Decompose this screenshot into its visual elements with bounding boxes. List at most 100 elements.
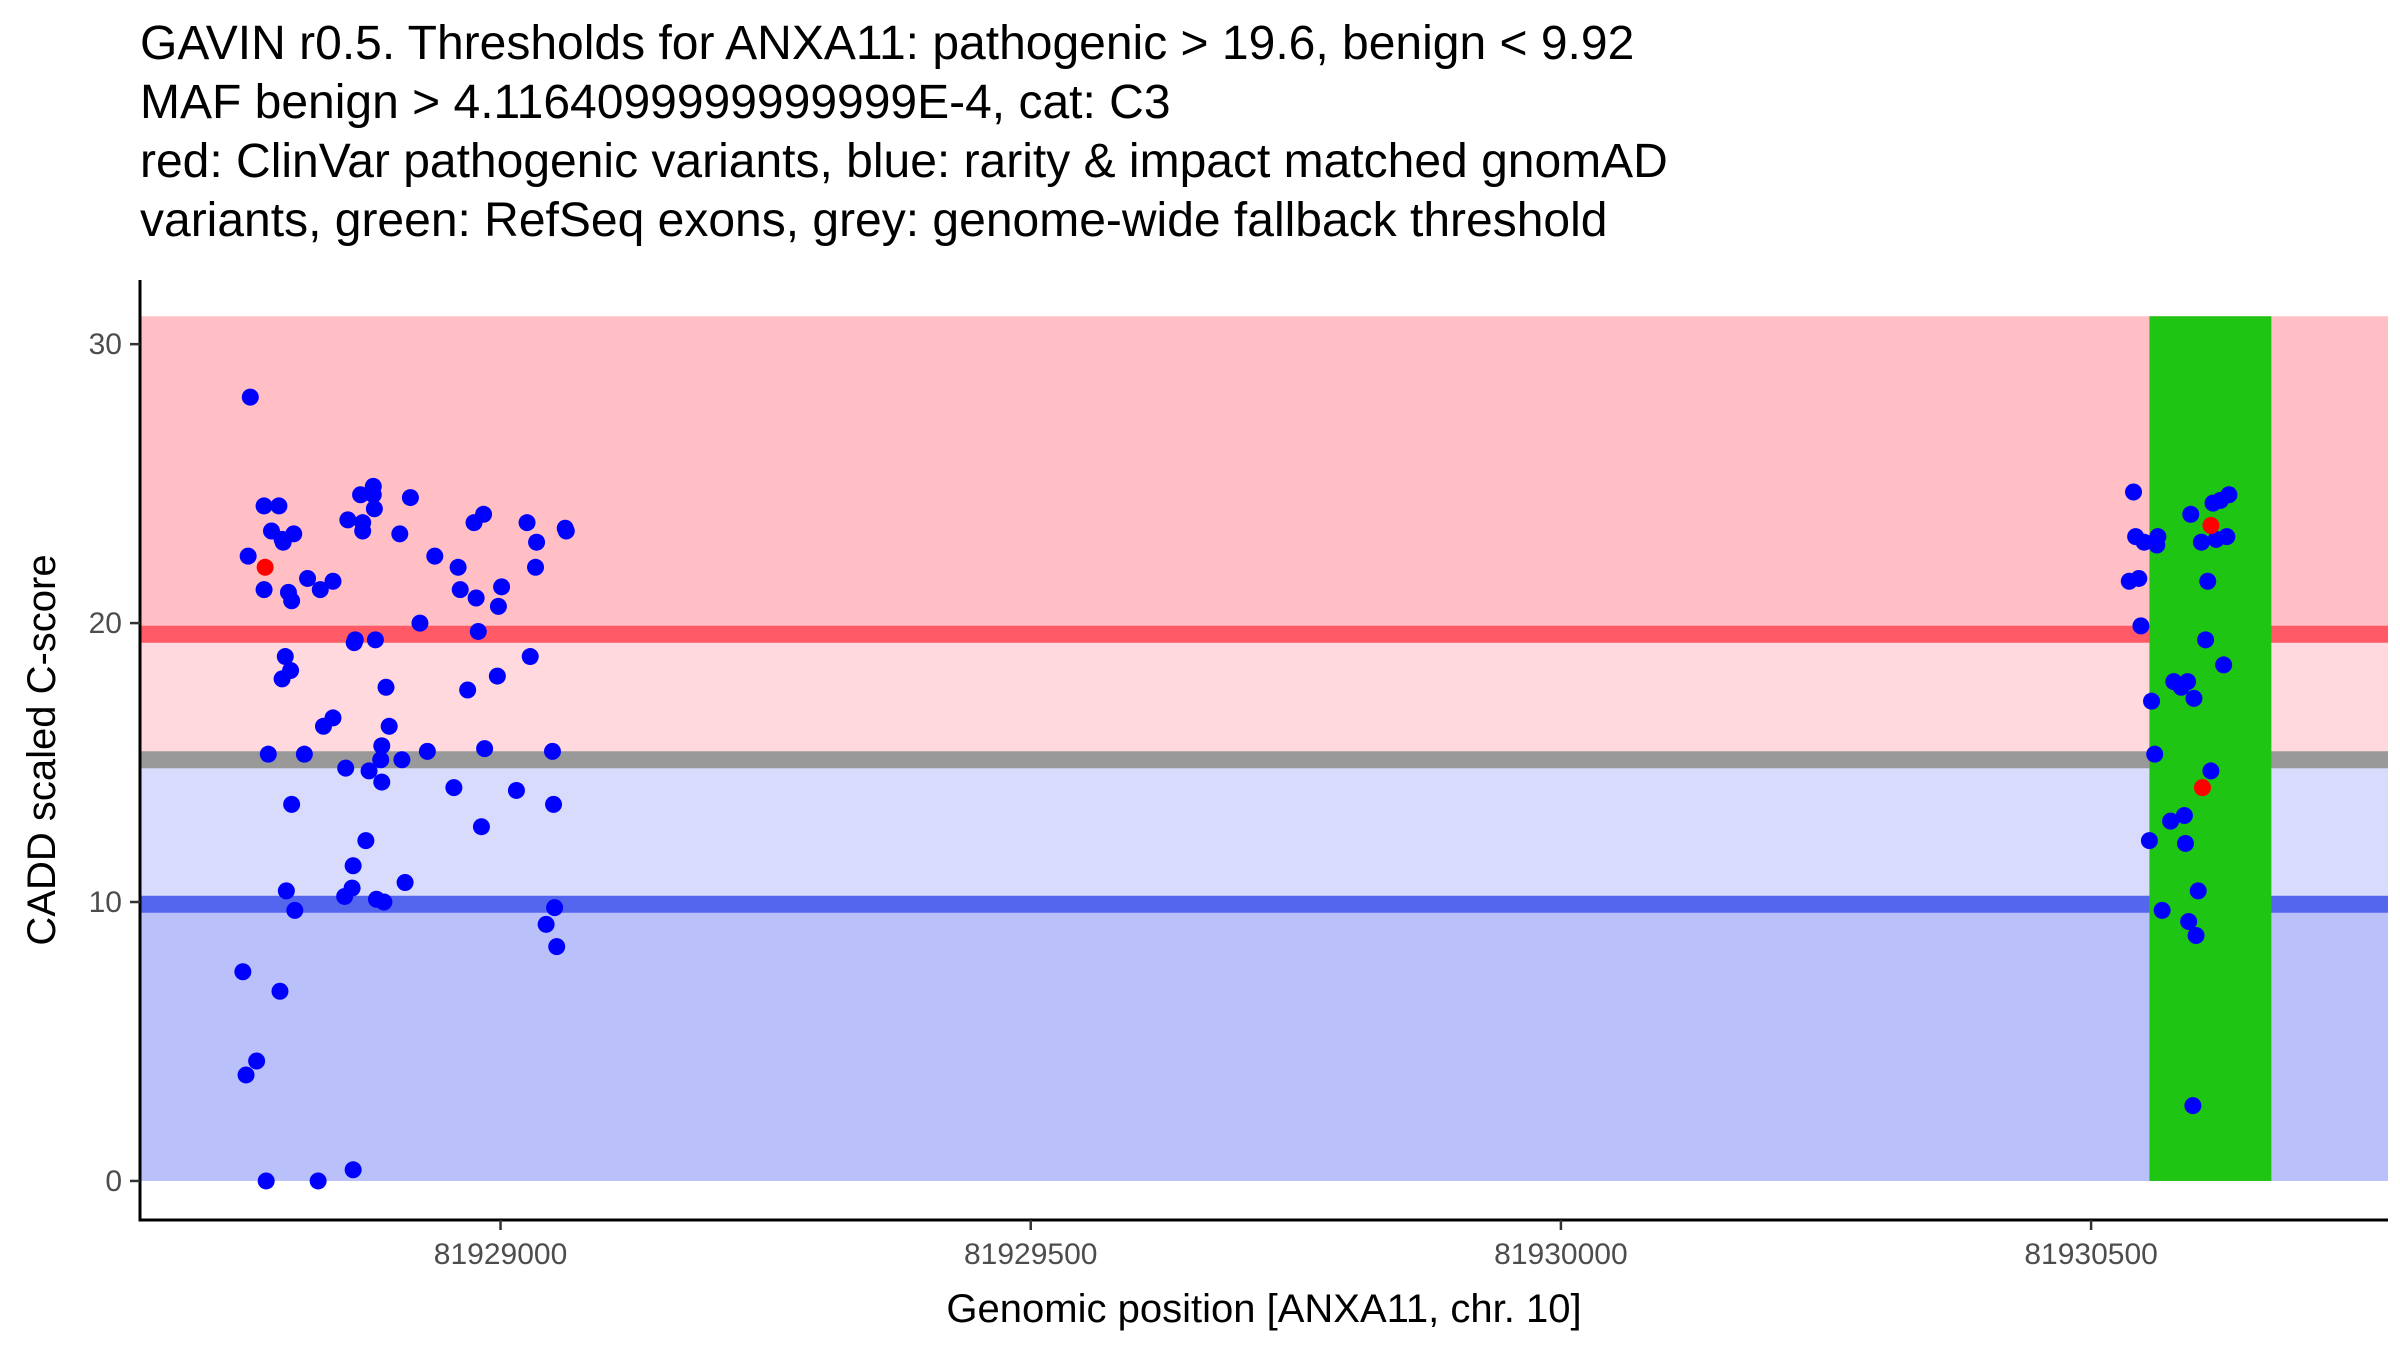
gnomad-variant-point [271, 982, 289, 1000]
gnomad-variant-point [255, 581, 273, 599]
benign-region [140, 904, 2388, 1181]
title-line-4: variants, green: RefSeq exons, grey: gen… [140, 194, 1608, 247]
gnomad-variant-point [2199, 572, 2217, 590]
gnomad-variant-point [259, 745, 277, 763]
gnomad-variant-point [285, 525, 303, 543]
gnomad-variant-point [377, 678, 395, 696]
gnomad-variant-point [557, 522, 575, 540]
gnomad-variant-point [2192, 533, 2210, 551]
gnomad-variant-point [476, 740, 494, 758]
threshold-lines [140, 625, 2388, 913]
gnomad-variant-point [475, 505, 493, 523]
gnomad-variant-point [2202, 762, 2220, 780]
gnomad-variant-point [2176, 834, 2194, 852]
gnomad-variant-point [2187, 926, 2205, 944]
gnomad-variant-point [311, 581, 329, 599]
gnomad-variant-point [360, 762, 378, 780]
gnomad-variant-point [366, 631, 384, 649]
title-line-2: MAF benign > 4.1164099999999999E-4, cat:… [140, 76, 1171, 129]
gnomad-variant-point [493, 578, 511, 596]
gnomad-variant-point [283, 795, 301, 813]
y-tick-label: 10 [89, 886, 122, 919]
gnomad-variant-point [339, 511, 357, 529]
y-tick-label: 30 [89, 328, 122, 361]
gnomad-variant-point [346, 631, 364, 649]
gnomad-variant-point [277, 882, 295, 900]
gnomad-variant-point [489, 597, 507, 615]
gnomad-variant-point [373, 737, 391, 755]
gnomad-variant-point [507, 781, 525, 799]
gnomad-variant-point [396, 873, 414, 891]
gnomad-variant-point [2125, 483, 2143, 501]
gnomad-variant-point [418, 742, 436, 760]
y-axis-title: CADD scaled C-score [20, 554, 64, 945]
gnomad-variant-point [451, 581, 469, 599]
gnomad-variant-point [391, 525, 409, 543]
gnomad-variant-point [286, 901, 304, 919]
gnomad-variant-point [548, 938, 566, 956]
gnomad-variant-point [2153, 901, 2171, 919]
gnomad-variant-point [372, 751, 390, 769]
gnomad-variant-point [309, 1172, 327, 1190]
gnomad-variant-point [488, 667, 506, 685]
exon-regions [2149, 316, 2272, 1181]
y-tick-label: 20 [89, 607, 122, 640]
grey-zone-upper [140, 634, 2388, 760]
gnomad-variant-point [344, 857, 362, 875]
gnomad-variant-point [2179, 673, 2197, 691]
gnomad-variant-point [469, 622, 487, 640]
gnomad-variant-point [324, 572, 342, 590]
gnomad-variant-point [2140, 832, 2158, 850]
clinvar-variant-point [2202, 516, 2220, 534]
gnomad-variant-point [2189, 882, 2207, 900]
title-line-3: red: ClinVar pathogenic variants, blue: … [140, 135, 1668, 188]
gnomad-variant-point [518, 514, 536, 532]
gnomad-variant-point [527, 558, 545, 576]
gnomad-variant-point [2149, 528, 2167, 546]
gnomad-variant-point [426, 547, 444, 565]
x-tick-label: 81930000 [1494, 1238, 1627, 1271]
gnomad-variant-point [237, 1066, 255, 1084]
gnomad-variant-point [2184, 1097, 2202, 1115]
gnomad-variant-point [337, 759, 355, 777]
gnomad-variant-point [411, 614, 429, 632]
gnomad-variant-point [2185, 689, 2203, 707]
gnomad-variant-point [257, 1172, 275, 1190]
gnomad-variant-point [467, 589, 485, 607]
gnomad-variant-point [375, 893, 393, 911]
pathogenic-region [140, 316, 2388, 635]
gnomad-variant-point [357, 832, 375, 850]
exon-region [2149, 316, 2272, 1181]
gnomad-variant-point [2132, 617, 2150, 635]
gnomad-variant-point [2146, 745, 2164, 763]
gnomad-variant-point [393, 751, 411, 769]
gnomad-variant-point [365, 500, 383, 518]
gnomad-variant-point [543, 742, 561, 760]
gnomad-variant-point [354, 514, 372, 532]
threshold-regions [140, 316, 2388, 1181]
clinvar-variant-point [256, 558, 274, 576]
chart-title: GAVIN r0.5. Thresholds for ANXA11: patho… [140, 14, 1668, 250]
gnomad-variant-point [2162, 812, 2180, 830]
gnomad-variant-point [2135, 533, 2153, 551]
gnomad-variant-point [373, 773, 391, 791]
gnomad-variant-point [2175, 807, 2193, 825]
gnomad-variant-point [449, 558, 467, 576]
gnomad-variant-point [472, 818, 490, 836]
gnomad-variant-point [282, 662, 300, 680]
x-tick-label: 81929000 [434, 1238, 567, 1271]
axes: 0 10 20 30 81929000 81929500 81930000 81930500 [89, 280, 2388, 1271]
gnomad-variant-point [324, 709, 342, 727]
gnomad-variant-point [445, 779, 463, 797]
gnomad-variant-point [344, 1161, 362, 1179]
gnomad-variant-point [2220, 486, 2238, 504]
gnomad-variant-point [2215, 656, 2233, 674]
gnomad-variant-point [248, 1052, 266, 1070]
gnomad-variant-point [537, 915, 555, 933]
gnomad-variant-point [528, 533, 546, 551]
gnomad-variant-point [283, 592, 301, 610]
gnomad-variant-point [2218, 528, 2236, 546]
gnomad-variant-point [545, 795, 563, 813]
gnomad-variant-point [2182, 505, 2200, 523]
